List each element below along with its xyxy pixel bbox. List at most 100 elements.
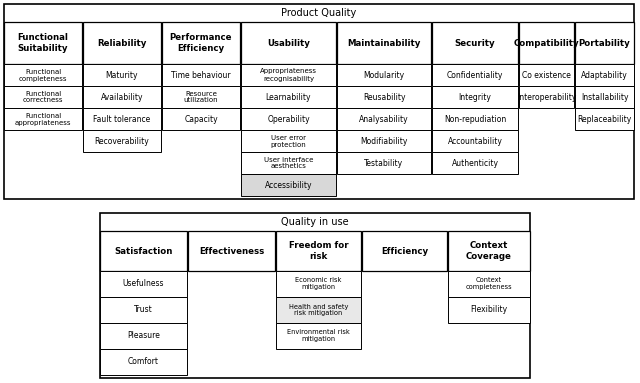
Bar [519,86,574,108]
Text: Usefulness: Usefulness [123,280,164,288]
Text: Compatibility: Compatibility [514,39,579,47]
Bar [575,86,634,108]
Text: Maintainability: Maintainability [348,39,420,47]
Bar [432,152,518,174]
Bar [162,86,240,108]
Bar [83,108,161,130]
Bar [519,64,574,86]
Bar [4,108,82,130]
Bar [188,231,275,271]
Bar [362,231,447,271]
Bar [100,213,530,378]
Text: Context
Coverage: Context Coverage [466,241,512,261]
Text: Trust: Trust [134,306,153,314]
Text: Reliability: Reliability [97,39,147,47]
Bar [162,108,240,130]
Text: Accountability: Accountability [447,136,502,146]
Text: Satisfaction: Satisfaction [115,247,173,255]
Text: Functional
completeness: Functional completeness [19,69,67,82]
Bar [432,22,518,64]
Bar [100,231,187,271]
Bar [276,271,361,297]
Bar [575,64,634,86]
Bar [432,130,518,152]
Bar [432,86,518,108]
Text: Context
completeness: Context completeness [466,278,512,290]
Text: Replaceability: Replaceability [577,115,632,123]
Text: Modifiability: Modifiability [360,136,408,146]
Bar [241,130,336,152]
Text: Freedom for
risk: Freedom for risk [289,241,348,261]
Bar [100,349,187,375]
Bar [337,130,431,152]
Bar [100,297,187,323]
Bar [337,22,431,64]
Bar [83,86,161,108]
Bar [337,86,431,108]
Text: Accessibility: Accessibility [265,180,312,190]
Text: Reusability: Reusability [363,93,405,101]
Text: Security: Security [454,39,495,47]
Bar [337,152,431,174]
Bar [100,271,187,297]
Text: Testability: Testability [364,159,404,167]
Text: Quality in use: Quality in use [281,217,349,227]
Bar [448,297,530,323]
Bar [241,22,336,64]
Bar [276,231,361,271]
Text: Functional
Suitability: Functional Suitability [17,33,68,53]
Bar [100,323,187,349]
Bar [337,64,431,86]
Text: Modularity: Modularity [364,70,404,80]
Bar [83,130,161,152]
Bar [83,22,161,64]
Text: Flexibility: Flexibility [470,306,508,314]
Bar [241,64,336,86]
Text: Performance
Efficiency: Performance Efficiency [170,33,232,53]
Bar [276,297,361,323]
Text: Fault tolerance: Fault tolerance [93,115,150,123]
Bar [432,108,518,130]
Text: Environmental risk
mitigation: Environmental risk mitigation [287,329,350,342]
Text: Maturity: Maturity [106,70,138,80]
Text: Capacity: Capacity [184,115,218,123]
Text: Interoperability: Interoperability [517,93,576,101]
Bar [4,64,82,86]
Text: Resource
utilization: Resource utilization [184,90,218,103]
Text: Confidentiality: Confidentiality [447,70,503,80]
Text: User interface
aesthetics: User interface aesthetics [264,157,313,170]
Text: Portability: Portability [579,39,630,47]
Text: Time behaviour: Time behaviour [171,70,231,80]
Text: Adaptability: Adaptability [581,70,628,80]
Bar [337,108,431,130]
Bar [241,174,336,196]
Bar [241,152,336,174]
Text: Integrity: Integrity [459,93,492,101]
Text: User error
protection: User error protection [271,134,307,147]
Bar [575,22,634,64]
Text: Authenticity: Authenticity [451,159,499,167]
Text: Analysability: Analysability [359,115,409,123]
Text: Efficiency: Efficiency [381,247,428,255]
Text: Non-repudiation: Non-repudiation [444,115,506,123]
Text: Pleasure: Pleasure [127,332,160,340]
Text: Installability: Installability [580,93,628,101]
Bar [4,4,634,199]
Bar [276,323,361,349]
Bar [448,231,530,271]
Text: Product Quality: Product Quality [282,8,356,18]
Text: Economic risk
mitigation: Economic risk mitigation [295,278,342,290]
Bar [4,86,82,108]
Bar [575,108,634,130]
Bar [4,22,82,64]
Bar [83,64,161,86]
Text: Functional
appropriateness: Functional appropriateness [15,113,71,126]
Bar [519,22,574,64]
Bar [241,108,336,130]
Text: Availability: Availability [100,93,143,101]
Text: Operability: Operability [267,115,310,123]
Bar [432,64,518,86]
Text: Co existence: Co existence [522,70,571,80]
Text: Appropriateness
recognisability: Appropriateness recognisability [260,69,317,82]
Bar [448,271,530,297]
